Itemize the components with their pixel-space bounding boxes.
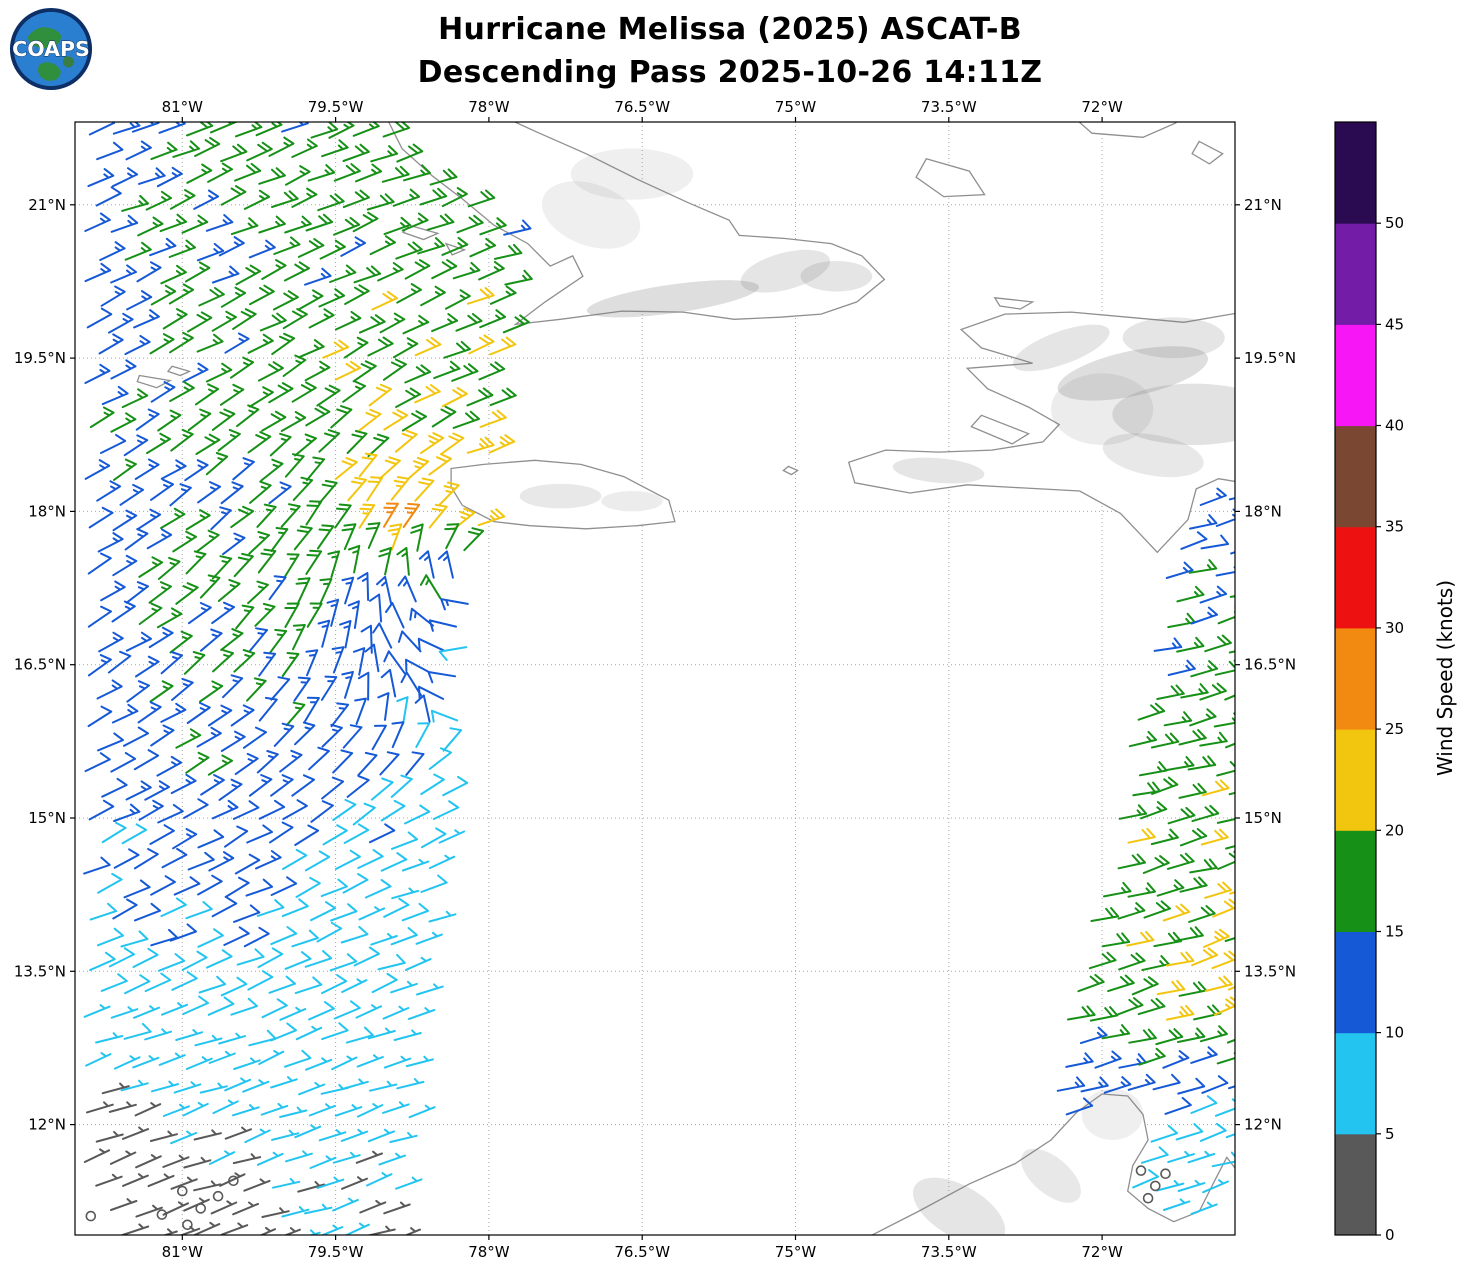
coaps-logo-globe: COAPS — [9, 7, 93, 91]
terrain-shading — [541, 181, 641, 249]
coast-caicos — [1078, 122, 1178, 138]
terrain-shading — [1112, 383, 1235, 445]
coast-east_cay — [1191, 140, 1224, 165]
y-tick-label-right: 19.5°N — [1244, 349, 1296, 367]
terrain-shading — [1081, 1088, 1144, 1140]
terrain-shading — [570, 148, 694, 200]
y-tick-label-left: 16.5°N — [14, 656, 66, 674]
axis-labels-layer: 81°W 81°W 79.5°W 79.5°W 78°W 78°W 76.5°W 76.5°W… — [14, 98, 1296, 1261]
terrain-shading — [1057, 346, 1208, 401]
x-tick-label-top: 79.5°W — [308, 98, 364, 116]
colorbar-tick-label: 10 — [1385, 1024, 1404, 1042]
terrain-shading — [519, 483, 602, 509]
x-tick-label-bottom: 81°W — [162, 1243, 204, 1261]
coast-great_inagua — [915, 158, 986, 198]
coast-little_cayman — [166, 365, 192, 377]
terrain-shading — [1051, 373, 1154, 446]
colorbar-tick-label: 25 — [1385, 720, 1404, 738]
x-tick-label-bottom: 72°W — [1081, 1243, 1123, 1261]
colorbar-axis-label: Wind Speed (knots) — [1433, 579, 1457, 777]
terrain-shading — [1122, 317, 1225, 359]
x-tick-label-bottom: 76.5°W — [614, 1243, 670, 1261]
wind-barbs-layer — [83, 122, 1235, 1235]
terrain-shading — [1102, 433, 1204, 478]
x-tick-label-top: 78°W — [468, 98, 510, 116]
y-tick-label-right: 15°N — [1244, 809, 1282, 827]
terrain-shading — [601, 491, 663, 512]
x-tick-label-bottom: 79.5°W — [308, 1243, 364, 1261]
y-tick-label-left: 15°N — [28, 809, 66, 827]
colorbar-tick-label: 0 — [1385, 1226, 1395, 1244]
chart-title: Hurricane Melissa (2025) ASCAT-B — [438, 12, 1022, 47]
terrain-shading — [740, 249, 830, 293]
coast-cuba — [388, 122, 886, 326]
colorbar: 0 5 10 15 20 25 30 35 40 45 50 — [1334, 121, 1404, 1244]
globe-continent-shape — [27, 27, 62, 49]
x-tick-label-top: 73.5°W — [921, 98, 977, 116]
y-tick-label-left: 21°N — [28, 196, 66, 214]
colorbar-tick-label: 15 — [1385, 923, 1404, 941]
y-tick-label-right: 13.5°N — [1244, 962, 1296, 980]
coastlines-layer — [136, 122, 1235, 1235]
terrain-shading — [1012, 324, 1110, 372]
globe-continent-shape — [38, 62, 61, 81]
colorbar-tick-label: 5 — [1385, 1125, 1395, 1143]
y-tick-label-right: 21°N — [1244, 196, 1282, 214]
chart-subtitle: Descending Pass 2025-10-26 14:11Z — [417, 55, 1043, 90]
colorbar-tick-label: 30 — [1385, 619, 1404, 637]
x-tick-label-bottom: 78°W — [468, 1243, 510, 1261]
terrain-shading — [892, 457, 985, 484]
y-tick-label-right: 16.5°N — [1244, 656, 1296, 674]
coast-hispaniola — [847, 311, 1235, 554]
map-frame — [74, 121, 1236, 1236]
terrain-shading — [586, 280, 759, 318]
coast-jamaica — [450, 459, 676, 530]
title-block: Hurricane Melissa (2025) ASCAT-B Descend… — [0, 8, 1460, 94]
colorbar-tick-label: 20 — [1385, 821, 1404, 839]
coast-gonave — [970, 414, 1031, 445]
axis-ticks-layer — [70, 117, 1240, 1240]
terrain-shading — [913, 1177, 1006, 1235]
colorbar-tick-label: 50 — [1385, 214, 1404, 232]
colorbar-tick-label: 45 — [1385, 315, 1404, 333]
x-tick-label-top: 72°W — [1081, 98, 1123, 116]
y-tick-label-left: 19.5°N — [14, 349, 66, 367]
x-tick-label-bottom: 73.5°W — [921, 1243, 977, 1261]
colorbar-tick-label: 40 — [1385, 417, 1404, 435]
terrain-shading — [1021, 1148, 1081, 1203]
y-tick-label-right: 18°N — [1244, 502, 1282, 520]
colorbar-frame — [1334, 121, 1377, 1236]
x-tick-label-top: 75°W — [775, 98, 817, 116]
coast-tortuga — [993, 297, 1035, 310]
y-tick-label-left: 13.5°N — [14, 962, 66, 980]
x-tick-label-top: 76.5°W — [614, 98, 670, 116]
x-tick-label-top: 81°W — [162, 98, 204, 116]
colorbar-tick-label: 35 — [1385, 518, 1404, 536]
y-tick-label-left: 12°N — [28, 1116, 66, 1134]
terrain-shading — [800, 261, 873, 292]
y-tick-label-left: 18°N — [28, 502, 66, 520]
coaps-logo-text: COAPS — [12, 37, 90, 61]
coast-grand_cayman — [136, 374, 172, 389]
coast-navassa — [782, 465, 799, 476]
coaps-logo: COAPS — [8, 6, 94, 92]
y-tick-label-right: 12°N — [1244, 1116, 1282, 1134]
x-tick-label-bottom: 75°W — [775, 1243, 817, 1261]
globe-continent-shape — [62, 56, 75, 68]
